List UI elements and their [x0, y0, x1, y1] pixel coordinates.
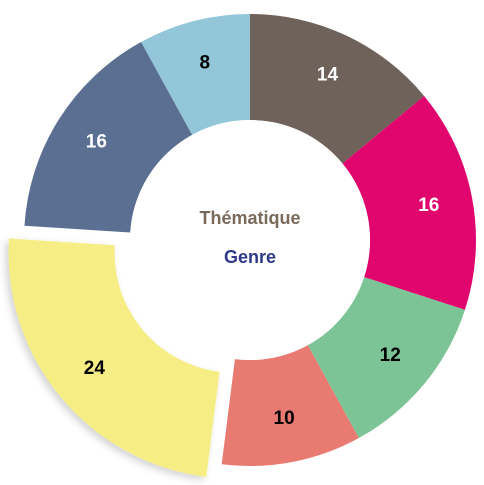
data-label: 12: [380, 345, 401, 366]
center-label: Genre: [224, 247, 276, 267]
donut-hole: [130, 120, 370, 360]
center-label: Thématique: [199, 208, 300, 228]
donut-segment: [8, 238, 220, 477]
data-label: 10: [274, 408, 295, 429]
donut-segment: [250, 14, 425, 164]
donut-segment: [342, 95, 477, 310]
donut-segment: [24, 41, 193, 233]
data-label: 14: [317, 64, 339, 85]
donut-segment: [141, 14, 250, 135]
donut-segment: [221, 345, 359, 466]
data-label: 16: [418, 195, 439, 216]
data-label: 8: [199, 53, 210, 74]
data-label: 16: [86, 131, 107, 152]
donut-segment: [307, 277, 465, 439]
data-label: 24: [84, 358, 106, 379]
